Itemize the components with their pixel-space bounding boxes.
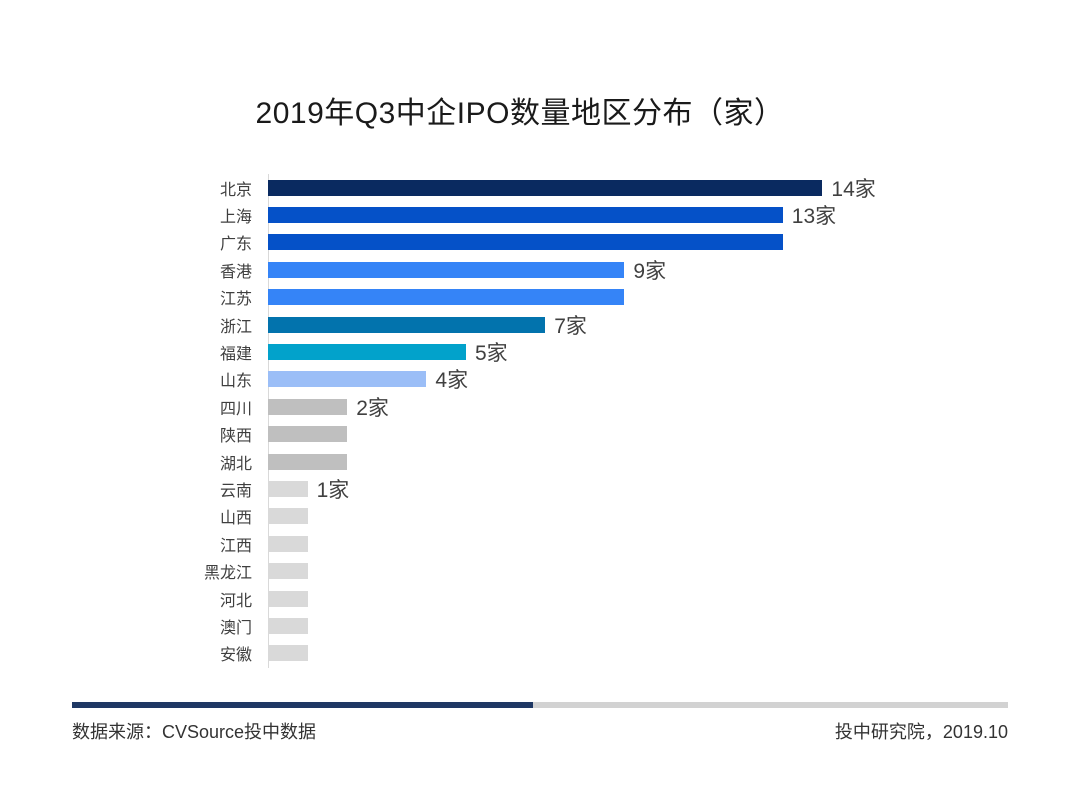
bar [268, 508, 308, 525]
value-label: 9家 [633, 259, 667, 283]
bar-row: 河北 [0, 585, 1080, 612]
category-label: 四川 [219, 400, 252, 418]
category-label: 湖北 [219, 455, 252, 473]
bar [268, 617, 308, 634]
category-label: 广东 [219, 236, 252, 254]
bar [268, 371, 427, 388]
bar-row: 澳门 [0, 612, 1080, 639]
bar-row: 江西 [0, 530, 1080, 557]
category-label: 山东 [219, 373, 252, 391]
bar-row: 湖北 [0, 448, 1080, 475]
bar [268, 426, 348, 443]
bar-row: 福建 5家 [0, 338, 1080, 365]
bar [268, 590, 308, 607]
category-label: 山西 [219, 510, 252, 528]
footer-source: 数据来源：CVSource投中数据 [72, 722, 317, 742]
category-label: 安徽 [219, 647, 252, 665]
bar [268, 234, 783, 251]
bar-row: 山西 [0, 503, 1080, 530]
bar [268, 563, 308, 580]
bar-row: 江苏 [0, 284, 1080, 311]
bar-row: 香港 9家 [0, 256, 1080, 283]
bar [268, 480, 308, 497]
bar-row: 北京 14家 [0, 174, 1080, 201]
footer-divider-left-segment [72, 702, 533, 708]
bar-row: 陕西 [0, 421, 1080, 448]
value-label: 5家 [475, 342, 508, 366]
value-label: 13家 [791, 205, 837, 229]
footer-divider-right-segment [532, 702, 1008, 708]
footer-divider [72, 702, 1008, 708]
value-label: 1家 [316, 479, 350, 502]
bar-row: 安徽 [0, 640, 1080, 667]
bar-row: 山东 4家 [0, 366, 1080, 393]
bar [268, 207, 783, 224]
bar [268, 535, 308, 552]
category-label: 香港 [219, 263, 252, 281]
category-label: 陕西 [219, 428, 252, 446]
bar-row: 黑龙江 [0, 557, 1080, 584]
bar [268, 261, 625, 278]
category-label: 江西 [219, 537, 252, 555]
bar [268, 398, 348, 415]
category-label: 澳门 [219, 619, 252, 637]
category-label: 福建 [219, 346, 252, 364]
y-axis-line [268, 174, 269, 668]
value-label: 14家 [831, 177, 876, 201]
category-label: 江苏 [219, 291, 252, 309]
category-label: 浙江 [219, 318, 252, 336]
bar [268, 179, 823, 196]
bar-row: 广东 [0, 229, 1080, 256]
bar [268, 316, 546, 333]
bar-row: 四川 2家 [0, 393, 1080, 420]
bar-row: 浙江 7家 [0, 311, 1080, 338]
bar [268, 344, 466, 361]
bar [268, 645, 308, 662]
category-label: 河北 [219, 592, 252, 610]
bar [268, 453, 348, 470]
value-label: 4家 [435, 369, 469, 393]
category-label: 上海 [219, 209, 252, 227]
category-label: 北京 [219, 181, 252, 199]
footer-credit: 投中研究院，2019.10 [834, 722, 1008, 742]
bar-chart: 北京 14家上海 13家广东香港 9家江苏浙江 7家福建 5家山东 4家四川 2家陕西湖北云南… [0, 174, 1080, 667]
category-label: 黑龙江 [203, 565, 252, 583]
bar [268, 289, 625, 306]
chart-title: 2019年Q3中企IPO数量地区分布（家） [255, 97, 785, 130]
bar-row: 云南 1家 [0, 475, 1080, 502]
category-label: 云南 [219, 482, 252, 500]
value-label: 2家 [356, 396, 389, 420]
bar-row: 上海 13家 [0, 201, 1080, 228]
value-label: 7家 [554, 314, 587, 338]
